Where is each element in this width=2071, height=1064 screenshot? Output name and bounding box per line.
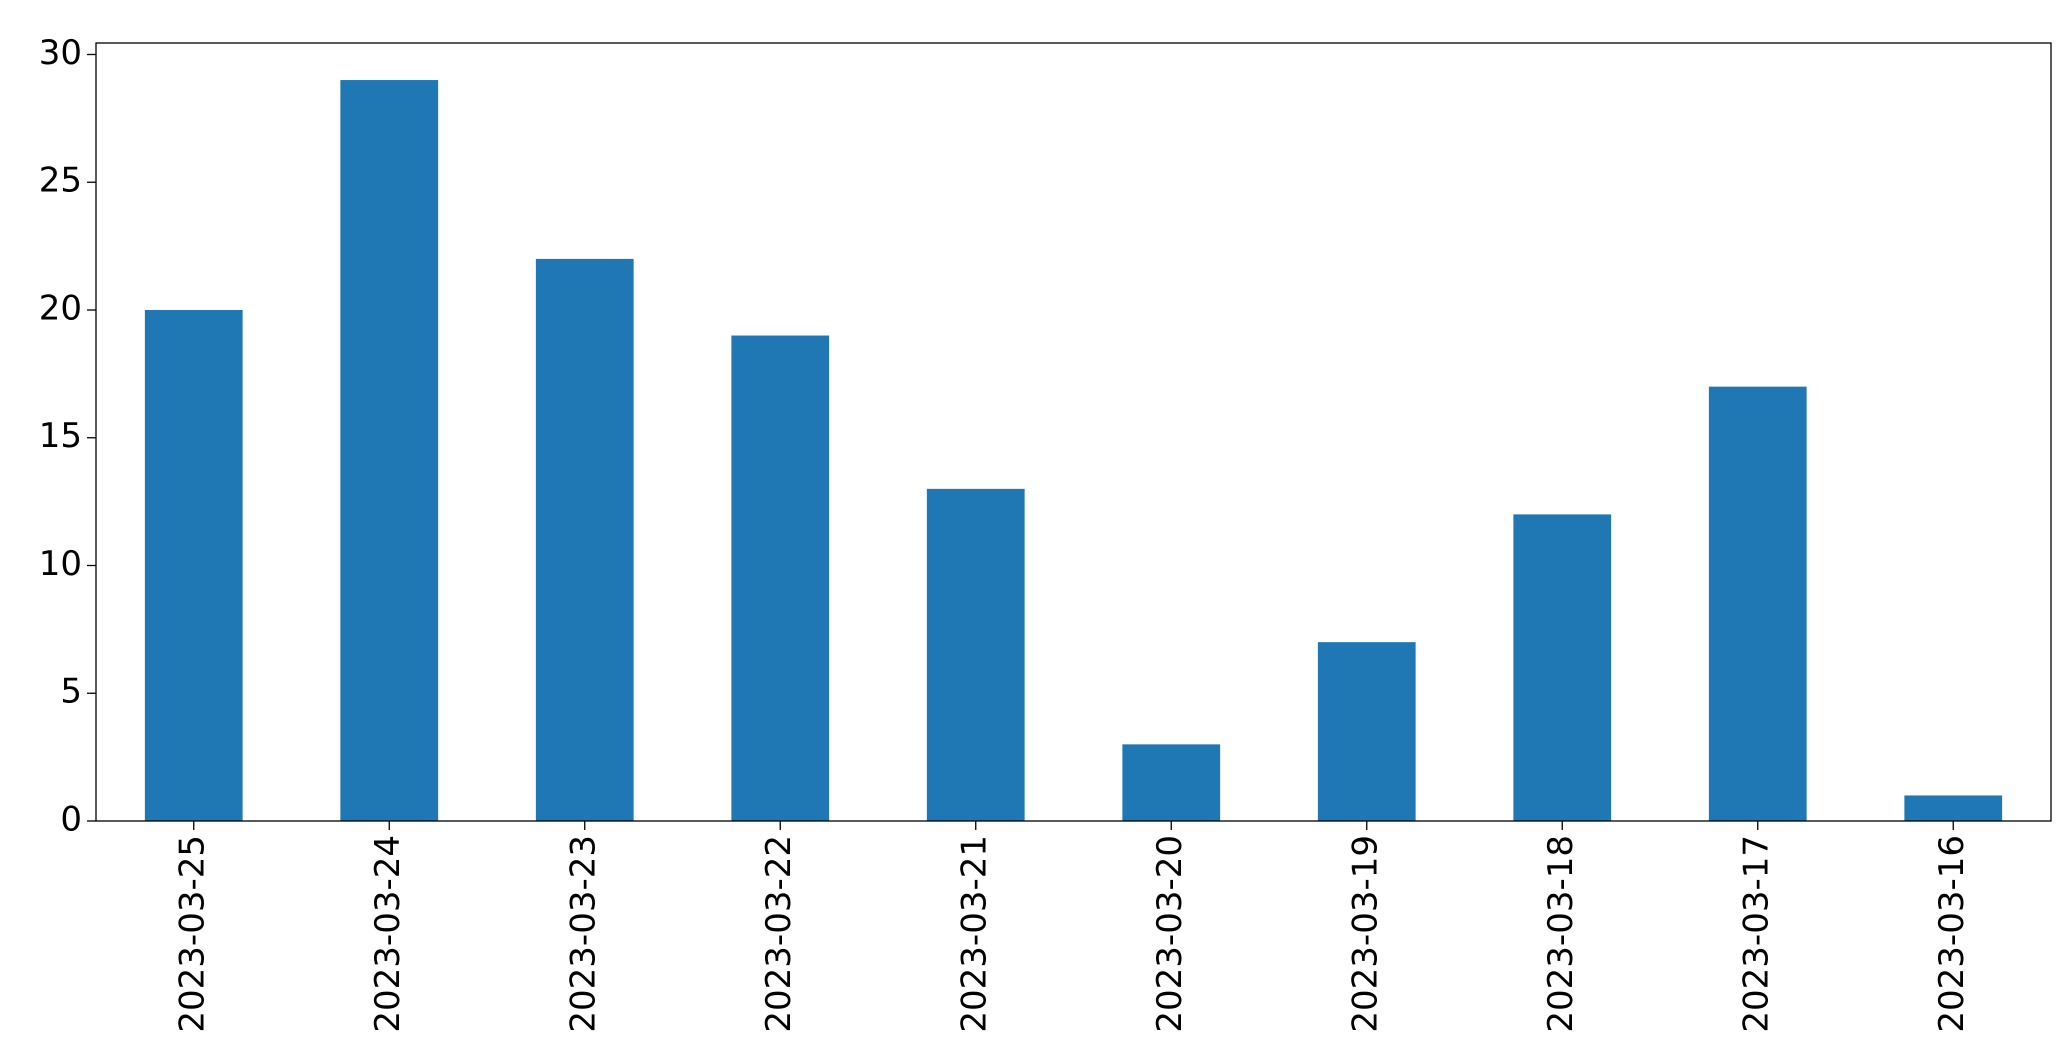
y-tick-label: 30 [39,33,82,73]
x-tick-label: 2023-03-18 [1541,835,1581,1033]
y-tick-label: 25 [39,161,82,201]
x-tick-label: 2023-03-23 [563,835,603,1033]
x-tick-label: 2023-03-16 [1932,835,1972,1033]
x-tick-label: 2023-03-17 [1736,835,1776,1033]
bar [731,335,830,821]
bar [340,80,439,822]
bar [1317,642,1416,821]
y-tick-label: 10 [39,544,82,584]
y-tick-label: 0 [60,800,82,840]
bar [1513,514,1612,821]
bar [926,488,1025,821]
bar [1904,795,2003,821]
x-tick-label: 2023-03-21 [954,835,994,1033]
bar [1122,744,1221,821]
x-tick-label: 2023-03-19 [1345,835,1385,1033]
y-tick-label: 5 [60,672,82,712]
x-tick-label: 2023-03-24 [368,835,408,1033]
bar [535,258,634,821]
x-tick-label: 2023-03-25 [172,835,212,1033]
x-tick-label: 2023-03-22 [759,835,799,1033]
x-tick-label: 2023-03-20 [1150,835,1190,1033]
plot-frame [95,42,2052,822]
y-tick-label: 20 [39,288,82,328]
bar [1708,386,1807,821]
bar [144,309,243,821]
y-tick-label: 15 [39,416,82,456]
